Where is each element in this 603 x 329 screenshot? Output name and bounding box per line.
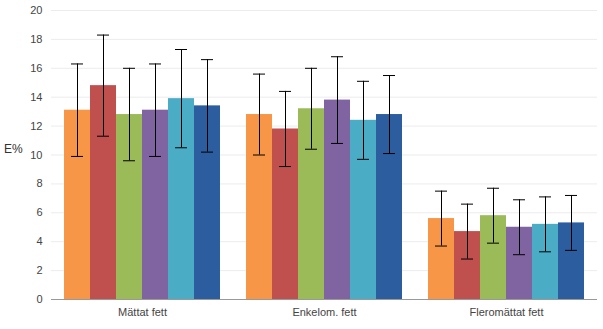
svg-text:20: 20 (30, 4, 42, 16)
svg-text:14: 14 (30, 91, 42, 103)
svg-text:10: 10 (30, 149, 42, 161)
svg-text:16: 16 (30, 62, 42, 74)
svg-text:0: 0 (36, 293, 42, 305)
svg-text:4: 4 (36, 235, 42, 247)
svg-text:Fleromättat fett: Fleromättat fett (470, 306, 544, 318)
svg-text:2: 2 (36, 264, 42, 276)
svg-text:8: 8 (36, 177, 42, 189)
svg-text:Mättat fett: Mättat fett (118, 306, 167, 318)
svg-text:6: 6 (36, 206, 42, 218)
html-text:E%: E% (4, 142, 23, 156)
svg-text:18: 18 (30, 33, 42, 45)
svg-text:Enkelom. fett: Enkelom. fett (292, 306, 356, 318)
svg-text:12: 12 (30, 120, 42, 132)
